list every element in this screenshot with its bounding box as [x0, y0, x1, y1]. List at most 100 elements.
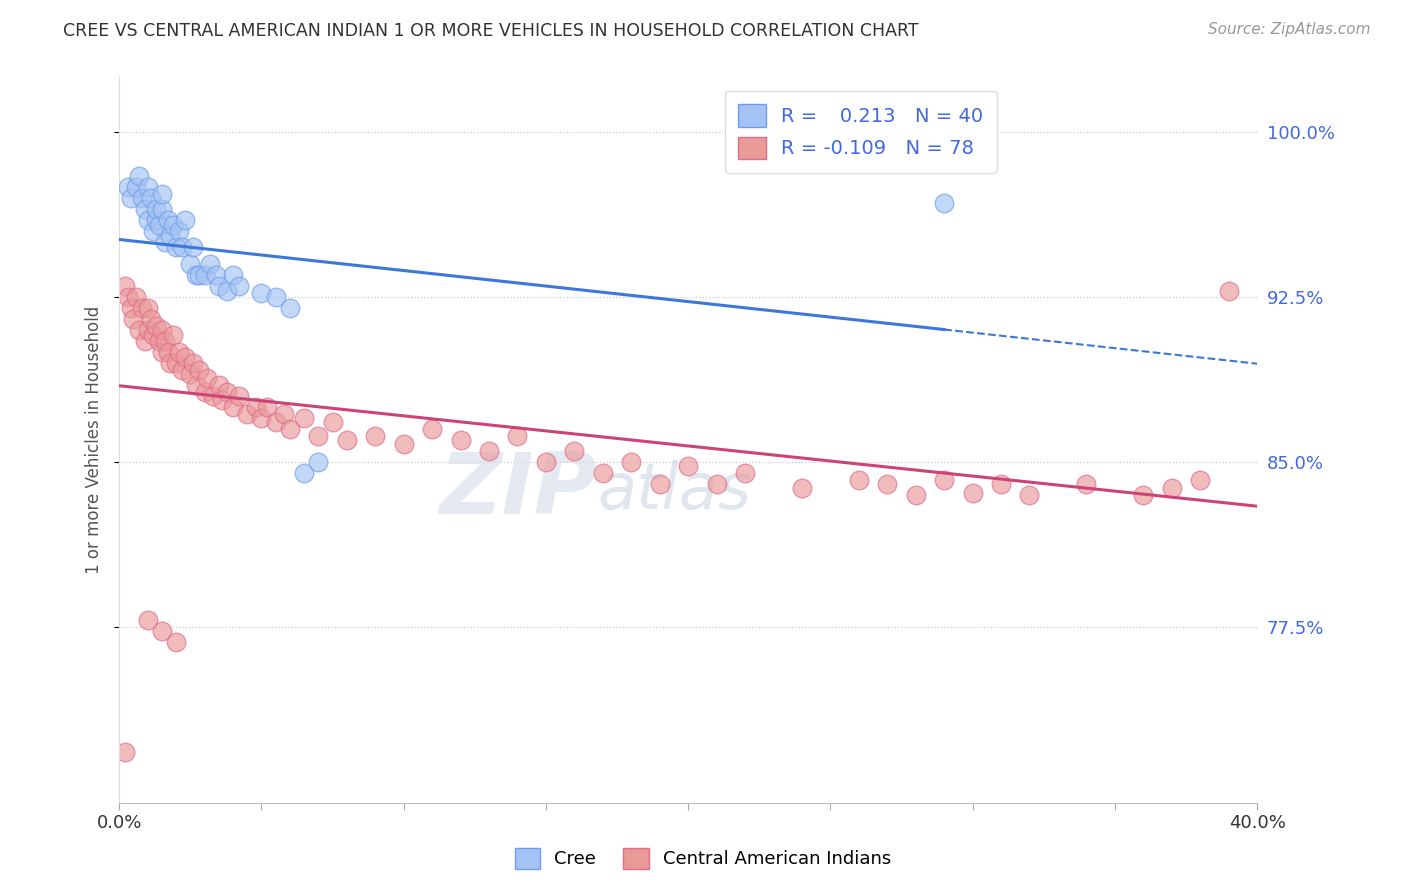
Point: [117, 180, 139, 194]
Point: [142, 327, 165, 342]
Point: [194, 268, 217, 283]
Point: [648, 477, 671, 491]
Point: [150, 202, 173, 217]
Point: [1018, 488, 1040, 502]
Point: [145, 202, 167, 217]
Point: [170, 362, 193, 376]
Point: [292, 411, 315, 425]
Point: [117, 290, 139, 304]
Point: [148, 218, 170, 232]
Point: [592, 466, 614, 480]
Point: [159, 356, 181, 370]
Point: [181, 356, 204, 370]
Point: [142, 224, 165, 238]
Point: [934, 195, 956, 210]
Text: CREE VS CENTRAL AMERICAN INDIAN 1 OR MORE VEHICLES IN HOUSEHOLD CORRELATION CHAR: CREE VS CENTRAL AMERICAN INDIAN 1 OR MOR…: [63, 22, 920, 40]
Point: [184, 268, 207, 283]
Point: [962, 485, 984, 500]
Point: [478, 444, 501, 458]
Point: [136, 323, 159, 337]
Point: [506, 428, 529, 442]
Point: [706, 477, 728, 491]
Point: [150, 345, 173, 359]
Point: [392, 437, 415, 451]
Point: [934, 473, 956, 487]
Point: [148, 334, 170, 348]
Point: [128, 323, 150, 337]
Point: [150, 323, 173, 337]
Point: [256, 400, 278, 414]
Point: [156, 345, 179, 359]
Point: [162, 218, 184, 232]
Point: [1160, 481, 1182, 495]
Y-axis label: 1 or more Vehicles in Household: 1 or more Vehicles in Household: [86, 306, 103, 574]
Point: [181, 240, 204, 254]
Legend: R =    0.213 N = 40, R = -0.109 N = 78: R = 0.213 N = 40, R = -0.109 N = 78: [725, 91, 997, 173]
Point: [128, 169, 150, 184]
Point: [131, 301, 153, 315]
Point: [165, 356, 187, 370]
Point: [336, 433, 359, 447]
Point: [264, 416, 287, 430]
Point: [134, 334, 156, 348]
Text: ZIP: ZIP: [440, 450, 598, 533]
Point: [292, 466, 315, 480]
Point: [264, 290, 287, 304]
Text: atlas: atlas: [598, 459, 751, 522]
Point: [179, 367, 201, 381]
Point: [125, 180, 148, 194]
Point: [136, 213, 159, 227]
Point: [250, 285, 273, 300]
Point: [450, 433, 472, 447]
Point: [848, 473, 870, 487]
Point: [136, 301, 159, 315]
Point: [534, 455, 557, 469]
Point: [217, 384, 239, 399]
Legend: Cree, Central American Indians: Cree, Central American Indians: [508, 840, 898, 876]
Point: [620, 455, 643, 469]
Point: [222, 268, 245, 283]
Point: [170, 240, 193, 254]
Point: [145, 318, 167, 333]
Point: [228, 279, 250, 293]
Point: [217, 284, 239, 298]
Point: [165, 240, 187, 254]
Point: [676, 459, 699, 474]
Point: [876, 477, 898, 491]
Point: [139, 191, 162, 205]
Point: [150, 186, 173, 201]
Text: Source: ZipAtlas.com: Source: ZipAtlas.com: [1208, 22, 1371, 37]
Point: [564, 444, 586, 458]
Point: [145, 213, 167, 227]
Point: [1132, 488, 1154, 502]
Point: [134, 202, 156, 217]
Point: [167, 345, 190, 359]
Point: [790, 481, 813, 495]
Point: [236, 407, 259, 421]
Point: [278, 301, 301, 315]
Point: [1218, 284, 1240, 298]
Point: [990, 477, 1012, 491]
Point: [162, 327, 184, 342]
Point: [153, 235, 176, 250]
Point: [114, 745, 136, 759]
Point: [120, 191, 142, 205]
Point: [120, 301, 142, 315]
Point: [273, 407, 295, 421]
Point: [179, 257, 201, 271]
Point: [245, 400, 267, 414]
Point: [125, 290, 148, 304]
Point: [136, 613, 159, 627]
Point: [202, 389, 225, 403]
Point: [165, 635, 187, 649]
Point: [322, 416, 344, 430]
Point: [167, 224, 190, 238]
Point: [114, 279, 136, 293]
Point: [187, 268, 209, 283]
Point: [153, 334, 176, 348]
Point: [211, 393, 233, 408]
Point: [1076, 477, 1098, 491]
Point: [150, 624, 173, 639]
Point: [131, 191, 153, 205]
Point: [173, 213, 195, 227]
